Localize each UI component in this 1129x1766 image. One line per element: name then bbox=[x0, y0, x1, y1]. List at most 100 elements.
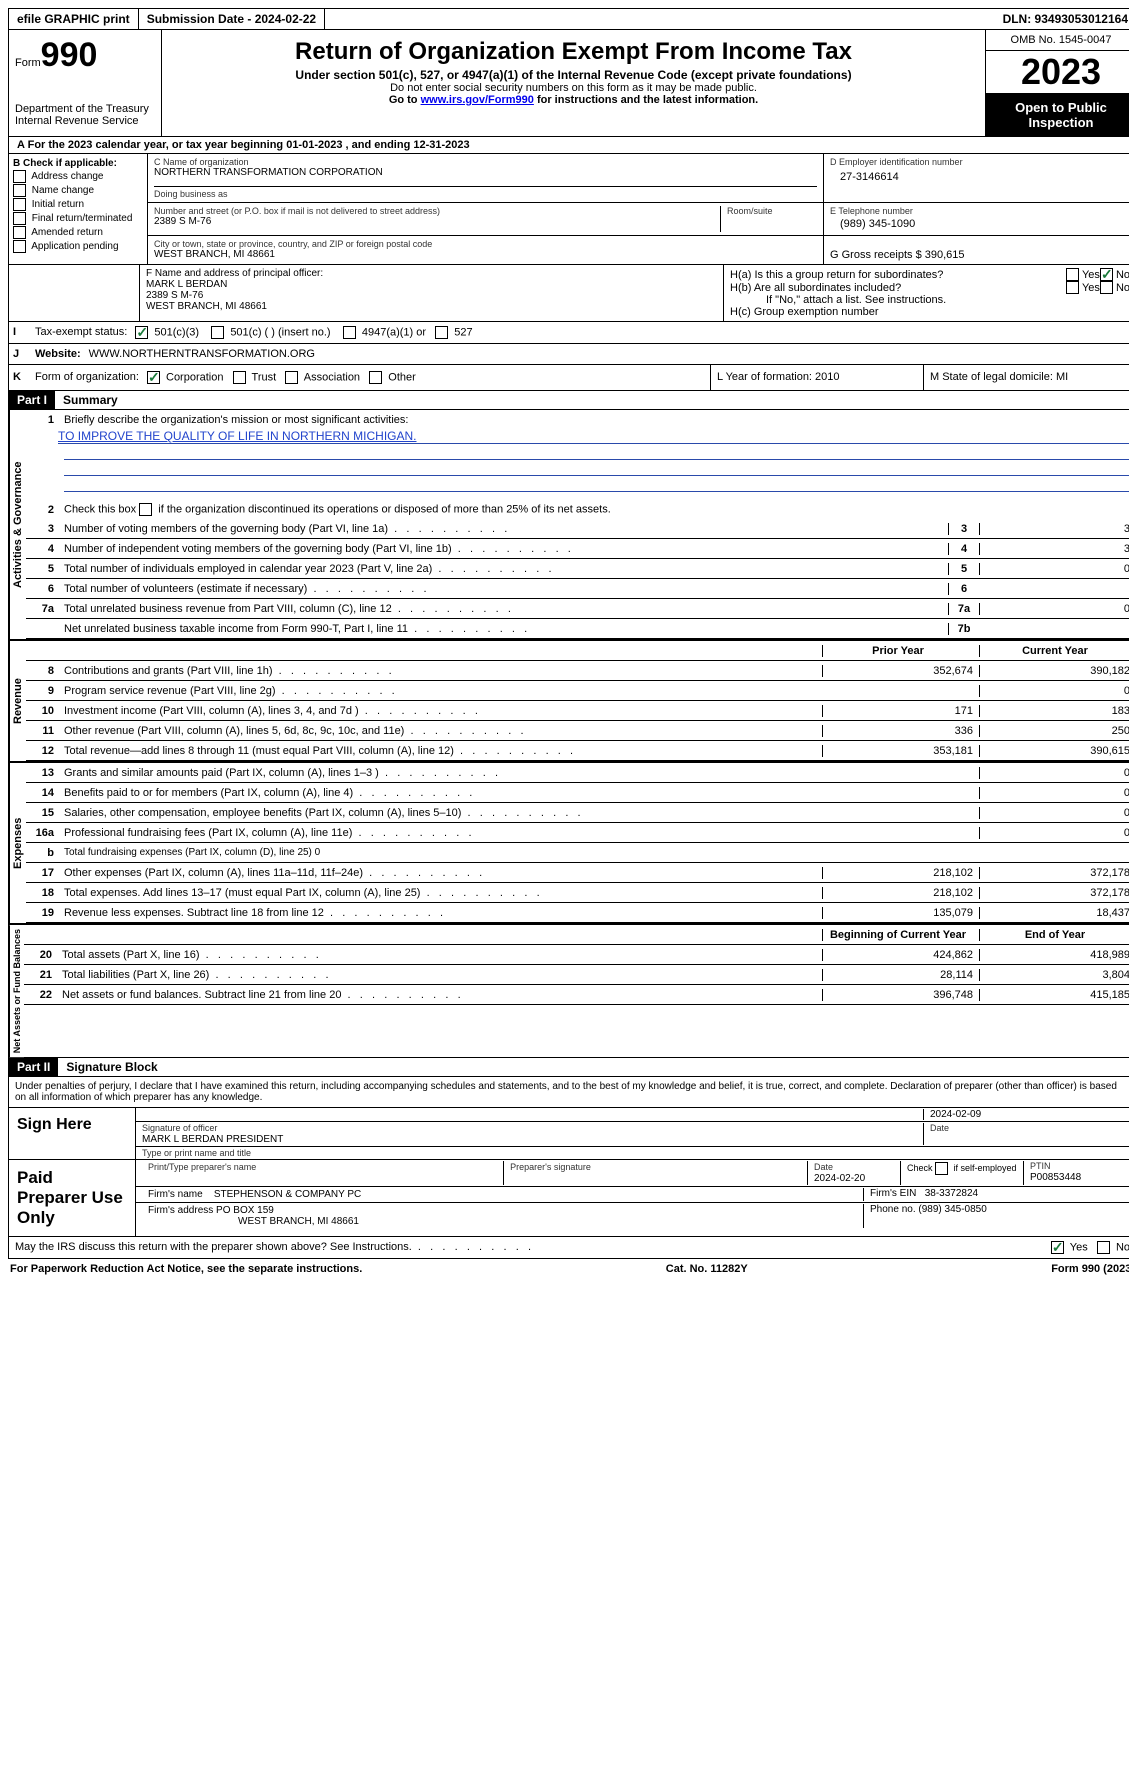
irs-link[interactable]: www.irs.gov/Form990 bbox=[421, 94, 534, 106]
sig-officer-label: Signature of officer bbox=[142, 1123, 217, 1133]
ptin-value: P00853448 bbox=[1030, 1172, 1081, 1183]
opt-527: 527 bbox=[454, 326, 472, 338]
officer-name: MARK L BERDAN bbox=[146, 279, 717, 290]
ha-no-checkbox[interactable] bbox=[1100, 268, 1113, 281]
summary-row: 5Total number of individuals employed in… bbox=[26, 559, 1129, 579]
part1-bar: Part I Summary bbox=[8, 391, 1129, 410]
mission-answer[interactable]: TO IMPROVE THE QUALITY OF LIFE IN NORTHE… bbox=[58, 429, 417, 443]
i-label: I bbox=[9, 322, 31, 343]
summary-row: bTotal fundraising expenses (Part IX, co… bbox=[26, 843, 1129, 863]
box-b-option[interactable]: Name change bbox=[13, 184, 143, 197]
discuss-no-checkbox[interactable] bbox=[1097, 1241, 1110, 1254]
summary-row: 18Total expenses. Add lines 13–17 (must … bbox=[26, 883, 1129, 903]
box-b-option[interactable]: Initial return bbox=[13, 198, 143, 211]
q2-prefix: Check this box bbox=[64, 503, 139, 515]
self-employed-checkbox[interactable] bbox=[935, 1162, 948, 1175]
q2-checkbox[interactable] bbox=[139, 503, 152, 516]
summary-row: 4Number of independent voting members of… bbox=[26, 539, 1129, 559]
city-label: City or town, state or province, country… bbox=[154, 239, 817, 249]
box-b-option[interactable]: Application pending bbox=[13, 240, 143, 253]
goto-prefix: Go to bbox=[389, 94, 421, 106]
dept-treasury: Department of the Treasury bbox=[15, 103, 155, 115]
vtab-net-assets: Net Assets or Fund Balances bbox=[9, 925, 24, 1057]
opt-501c: 501(c) ( ) (insert no.) bbox=[230, 326, 330, 338]
corp-checkbox[interactable] bbox=[147, 371, 160, 384]
vtab-governance: Activities & Governance bbox=[9, 410, 26, 639]
summary-row: 15Salaries, other compensation, employee… bbox=[26, 803, 1129, 823]
summary-row: 14Benefits paid to or for members (Part … bbox=[26, 783, 1129, 803]
prep-date-label: Date bbox=[814, 1162, 833, 1172]
box-b-option[interactable]: Final return/terminated bbox=[13, 212, 143, 225]
efile-graphic-print[interactable]: efile GRAPHIC print bbox=[9, 9, 139, 29]
officer-signature: MARK L BERDAN PRESIDENT bbox=[142, 1134, 283, 1145]
page-footer: For Paperwork Reduction Act Notice, see … bbox=[8, 1259, 1129, 1279]
form-subtitle: Under section 501(c), 527, or 4947(a)(1)… bbox=[168, 68, 979, 82]
hb-no-checkbox[interactable] bbox=[1100, 281, 1113, 294]
vtab-revenue: Revenue bbox=[9, 641, 26, 761]
sign-here-label: Sign Here bbox=[9, 1108, 136, 1159]
room-label: Room/suite bbox=[727, 206, 817, 216]
type-print-label: Type or print name and title bbox=[142, 1148, 251, 1158]
j-text: Website: bbox=[31, 344, 85, 364]
summary-row: 17Other expenses (Part IX, column (A), l… bbox=[26, 863, 1129, 883]
gross-receipts: 390,615 bbox=[925, 249, 965, 261]
firm-addr1: PO BOX 159 bbox=[216, 1205, 274, 1216]
date-label: Date bbox=[930, 1123, 949, 1133]
discuss-text: May the IRS discuss this return with the… bbox=[15, 1241, 531, 1253]
firm-addr2: WEST BRANCH, MI 48661 bbox=[148, 1216, 359, 1227]
row-j: J Website: WWW.NORTHERNTRANSFORMATION.OR… bbox=[8, 344, 1129, 365]
ha-yes-checkbox[interactable] bbox=[1066, 268, 1079, 281]
street-address: 2389 S M-76 bbox=[154, 216, 720, 227]
activities-governance: Activities & Governance 1 Briefly descri… bbox=[8, 410, 1129, 641]
part1-title: Summary bbox=[55, 391, 126, 409]
k-label: K bbox=[9, 365, 31, 390]
firm-name: STEPHENSON & COMPANY PC bbox=[214, 1189, 361, 1200]
hdr-prior: Prior Year bbox=[822, 645, 979, 657]
summary-row: 9Program service revenue (Part VIII, lin… bbox=[26, 681, 1129, 701]
q2-suffix: if the organization discontinued its ope… bbox=[155, 503, 611, 515]
paid-preparer-label: Paid Preparer Use Only bbox=[9, 1160, 136, 1236]
501c-checkbox[interactable] bbox=[211, 326, 224, 339]
summary-row: 7aTotal unrelated business revenue from … bbox=[26, 599, 1129, 619]
dln: DLN: 93493053012164 bbox=[995, 9, 1129, 29]
box-d-label: D Employer identification number bbox=[830, 157, 1129, 167]
mission-blank-1 bbox=[64, 444, 1129, 460]
yes-label: Yes bbox=[1082, 282, 1100, 294]
org-name: NORTHERN TRANSFORMATION CORPORATION bbox=[154, 167, 817, 178]
hb-label: H(b) Are all subordinates included? bbox=[730, 282, 1066, 294]
form-number: 990 bbox=[41, 36, 98, 74]
assoc-checkbox[interactable] bbox=[285, 371, 298, 384]
goto-suffix: for instructions and the latest informat… bbox=[534, 94, 758, 106]
no-label: No bbox=[1116, 1242, 1129, 1254]
no-label: No bbox=[1116, 269, 1129, 281]
officer-addr: 2389 S M-76 bbox=[146, 290, 717, 301]
year-formation: L Year of formation: 2010 bbox=[711, 365, 924, 390]
trust-checkbox[interactable] bbox=[233, 371, 246, 384]
hb-yes-checkbox[interactable] bbox=[1066, 281, 1079, 294]
box-b-option[interactable]: Address change bbox=[13, 170, 143, 183]
discuss-yes-checkbox[interactable] bbox=[1051, 1241, 1064, 1254]
expenses-section: Expenses 13Grants and similar amounts pa… bbox=[8, 763, 1129, 925]
part2-header: Part II bbox=[9, 1058, 58, 1076]
state-domicile: M State of legal domicile: MI bbox=[924, 365, 1129, 390]
summary-row: 12Total revenue—add lines 8 through 11 (… bbox=[26, 741, 1129, 761]
summary-row: 3Number of voting members of the governi… bbox=[26, 519, 1129, 539]
box-b-header: B Check if applicable: bbox=[13, 158, 143, 169]
part1-header: Part I bbox=[9, 391, 55, 409]
hdr-end: End of Year bbox=[979, 929, 1129, 941]
box-b-option[interactable]: Amended return bbox=[13, 226, 143, 239]
other-checkbox[interactable] bbox=[369, 371, 382, 384]
501c3-checkbox[interactable] bbox=[135, 326, 148, 339]
4947-checkbox[interactable] bbox=[343, 326, 356, 339]
box-f-label: F Name and address of principal officer: bbox=[146, 268, 717, 279]
open-to-public: Open to Public Inspection bbox=[986, 94, 1129, 136]
self-employed-suffix: if self-employed bbox=[951, 1163, 1017, 1173]
part2-title: Signature Block bbox=[58, 1058, 165, 1076]
net-assets-section: Net Assets or Fund Balances Beginning of… bbox=[8, 925, 1129, 1058]
opt-501c3: 501(c)(3) bbox=[154, 326, 199, 338]
tax-year: 2023 bbox=[986, 51, 1129, 94]
ein-value: 27-3146614 bbox=[830, 167, 1129, 187]
section-f-h: F Name and address of principal officer:… bbox=[8, 265, 1129, 322]
firm-ein: 38-3372824 bbox=[925, 1188, 978, 1199]
527-checkbox[interactable] bbox=[435, 326, 448, 339]
